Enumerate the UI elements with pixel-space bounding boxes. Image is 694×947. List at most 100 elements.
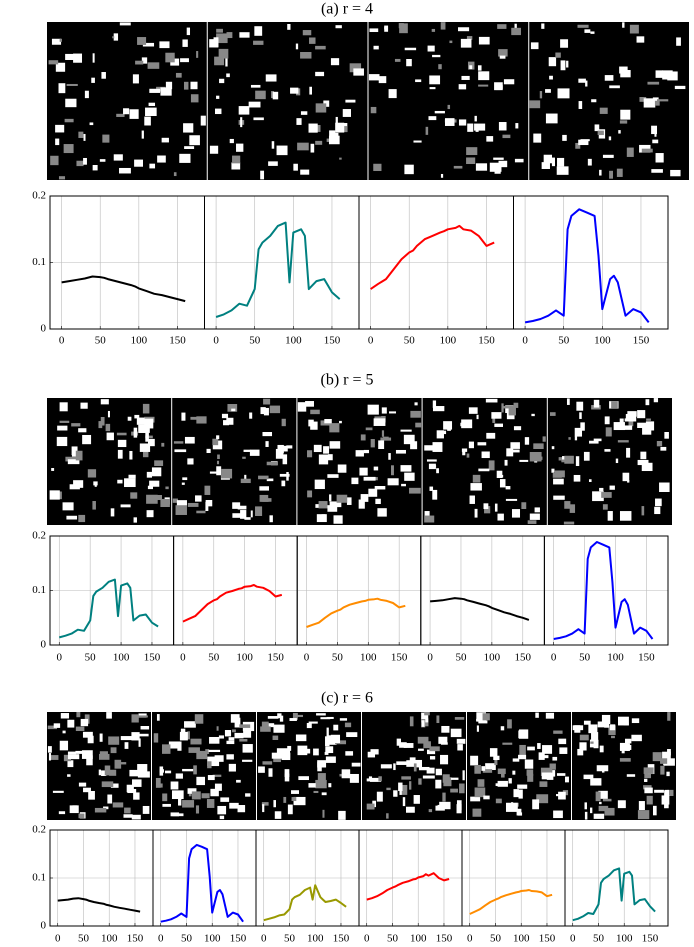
map-speckle [206, 799, 215, 808]
map-speckle [59, 420, 70, 423]
map-speckle [320, 717, 331, 720]
map-speckle [596, 765, 609, 772]
abundance-map [47, 712, 151, 820]
map-speckle [472, 474, 481, 483]
map-speckle [50, 155, 59, 166]
map-speckle [112, 36, 115, 39]
map-speckle [415, 79, 422, 83]
map-speckle [558, 738, 567, 745]
x-tick-label: 100 [616, 933, 633, 945]
map-speckle [140, 726, 150, 730]
map-speckle [599, 107, 608, 114]
map-speckle [580, 422, 585, 431]
x-tick-label: 150 [391, 652, 408, 664]
map-speckle [341, 769, 351, 779]
map-speckle [102, 134, 110, 143]
map-speckle [210, 788, 219, 797]
map-speckle [400, 429, 412, 432]
x-tick-label: 50 [579, 652, 591, 664]
map-speckle [604, 720, 610, 728]
abundance-map [152, 712, 256, 820]
map-speckle [179, 153, 191, 163]
map-speckle [184, 721, 196, 728]
map-speckle [556, 773, 566, 776]
map-speckle [482, 713, 490, 721]
map-speckle [575, 456, 580, 467]
map-speckle [545, 89, 551, 93]
map-speckle [604, 75, 614, 81]
map-speckle [413, 795, 420, 804]
map-speckle [182, 39, 188, 47]
map-speckle [220, 797, 230, 802]
map-speckle [611, 735, 615, 739]
map-speckle [146, 494, 158, 504]
map-speckle [488, 460, 495, 471]
map-speckle [456, 738, 466, 744]
map-speckle [410, 410, 421, 418]
map-speckle [428, 809, 433, 813]
map-speckle [249, 449, 260, 456]
map-speckle [367, 751, 376, 758]
map-speckle [234, 732, 244, 739]
map-speckle [174, 449, 187, 453]
map-speckle [318, 501, 328, 509]
map-speckle [428, 463, 436, 470]
map-speckle [146, 510, 154, 518]
map-speckle [129, 769, 140, 777]
map-speckle [495, 87, 501, 91]
map-speckle [123, 814, 133, 818]
map-speckle [271, 141, 275, 149]
map-speckle [313, 748, 319, 756]
map-speckle [506, 448, 514, 457]
map-speckle [65, 98, 77, 108]
map-speckle [131, 814, 141, 820]
map-speckle [579, 742, 587, 751]
map-speckle [498, 49, 508, 57]
map-speckle [604, 807, 615, 816]
map-speckle [281, 752, 291, 761]
map-speckle [329, 501, 342, 508]
map-speckle [182, 800, 195, 808]
map-speckle [591, 732, 599, 742]
map-speckle [324, 419, 332, 424]
map-speckle [511, 27, 521, 36]
map-speckle [135, 60, 144, 65]
map-speckle [195, 805, 200, 814]
map-speckle [629, 24, 639, 34]
map-speckle [462, 449, 466, 456]
map-speckle [637, 810, 650, 820]
map-speckle [484, 506, 491, 514]
map-speckle [505, 498, 518, 501]
map-speckle [240, 117, 243, 128]
map-speckle [223, 420, 230, 426]
x-tick-label: 150 [267, 652, 284, 664]
map-speckle [641, 462, 653, 472]
map-speckle [271, 91, 274, 99]
map-speckle [466, 157, 476, 165]
map-speckle [317, 761, 322, 772]
map-speckle [593, 739, 599, 749]
map-speckle [66, 83, 78, 86]
map-speckle [615, 458, 619, 464]
map-speckle [474, 508, 478, 518]
map-speckle [326, 727, 329, 738]
map-speckle [474, 764, 481, 774]
y-tick-label: 0 [41, 920, 47, 932]
map-speckle [232, 155, 241, 164]
map-speckle [155, 777, 161, 788]
map-speckle [231, 162, 241, 170]
map-speckle [561, 459, 569, 463]
map-speckle [242, 759, 253, 762]
map-speckle [651, 169, 663, 173]
x-tick-label: 0 [551, 652, 557, 664]
x-tick-label: 0 [427, 652, 433, 664]
map-speckle [162, 793, 168, 802]
map-speckle [553, 810, 563, 819]
map-speckle [75, 450, 83, 461]
map-speckle [535, 712, 539, 718]
map-speckle [652, 752, 662, 762]
x-tick-label: 0 [304, 652, 310, 664]
map-speckle [86, 755, 93, 766]
map-speckle [309, 86, 313, 95]
plot-frame [513, 195, 669, 330]
